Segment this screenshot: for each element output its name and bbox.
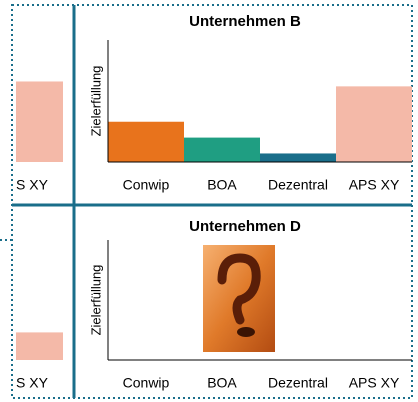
- x-tick-label: APS XY: [349, 375, 400, 391]
- y-axis-label: Zielerfüllung: [88, 265, 103, 336]
- slide: S XY Unternehmen B Zielerfüllung Conwip BOA D…: [0, 0, 418, 402]
- chart-title: Unternehmen D: [189, 218, 301, 235]
- chart-title: Unternehmen B: [189, 13, 301, 30]
- bar: [260, 153, 336, 162]
- x-tick-label: Conwip: [123, 375, 170, 391]
- x-tick-label: APS XY: [349, 177, 400, 193]
- x-tick-label: Dezentral: [268, 375, 328, 391]
- picture: [203, 245, 275, 352]
- bar: [16, 81, 63, 162]
- x-tick-label: Dezentral: [268, 177, 328, 193]
- x-tick-label: BOA: [207, 177, 237, 193]
- y-axis-label: Zielerfüllung: [88, 66, 103, 137]
- bar: [184, 138, 260, 162]
- x-tick-label: S XY: [16, 177, 49, 193]
- x-tick-label: S XY: [16, 375, 49, 391]
- bar: [16, 332, 63, 360]
- x-tick-label: BOA: [207, 375, 237, 391]
- bar: [336, 86, 412, 162]
- x-tick-label: Conwip: [123, 177, 170, 193]
- bar: [108, 122, 184, 162]
